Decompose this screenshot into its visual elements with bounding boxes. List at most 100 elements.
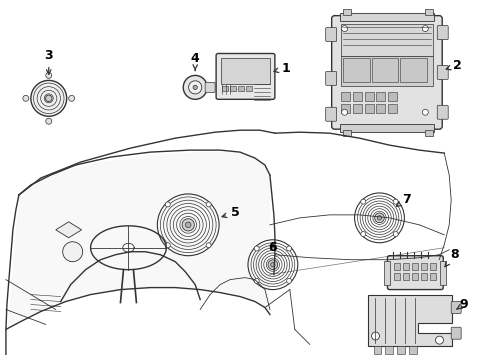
Circle shape — [185, 222, 191, 228]
Circle shape — [46, 72, 52, 78]
Bar — [343, 130, 350, 136]
FancyBboxPatch shape — [216, 54, 275, 99]
Bar — [340, 13, 434, 21]
Circle shape — [361, 231, 366, 237]
Bar — [340, 124, 434, 132]
FancyBboxPatch shape — [451, 302, 461, 314]
Bar — [386, 346, 393, 354]
Bar — [400, 58, 427, 82]
Circle shape — [206, 243, 211, 248]
Bar — [376, 104, 386, 113]
Bar — [421, 263, 427, 270]
FancyBboxPatch shape — [205, 82, 215, 92]
Circle shape — [287, 278, 292, 283]
Bar — [440, 261, 446, 285]
Bar — [373, 346, 382, 354]
Circle shape — [189, 81, 202, 94]
Bar — [413, 273, 418, 280]
Bar — [413, 263, 418, 270]
Circle shape — [165, 202, 171, 207]
Bar — [425, 9, 433, 15]
Circle shape — [183, 75, 207, 99]
Text: 4: 4 — [191, 52, 199, 71]
Text: 9: 9 — [457, 298, 468, 311]
Text: 6: 6 — [269, 241, 277, 254]
Circle shape — [361, 199, 366, 204]
Polygon shape — [368, 294, 452, 346]
Circle shape — [46, 118, 52, 124]
Circle shape — [371, 332, 379, 340]
Bar — [389, 104, 397, 113]
Bar — [353, 104, 362, 113]
Bar — [365, 92, 373, 101]
Bar — [246, 86, 252, 91]
Bar — [343, 9, 350, 15]
Circle shape — [422, 26, 428, 32]
Text: 7: 7 — [396, 193, 411, 206]
Circle shape — [342, 26, 347, 32]
Circle shape — [342, 109, 347, 115]
Bar — [425, 130, 433, 136]
Circle shape — [287, 246, 292, 251]
FancyBboxPatch shape — [437, 66, 448, 80]
Bar — [421, 273, 427, 280]
FancyBboxPatch shape — [388, 256, 443, 289]
FancyBboxPatch shape — [326, 107, 337, 121]
Bar — [371, 58, 398, 82]
Circle shape — [182, 219, 195, 231]
Bar — [343, 58, 369, 82]
Text: 5: 5 — [222, 206, 240, 219]
Circle shape — [377, 216, 382, 220]
Bar — [430, 273, 436, 280]
Bar — [397, 346, 405, 354]
FancyBboxPatch shape — [326, 28, 337, 41]
Bar — [221, 58, 270, 84]
FancyBboxPatch shape — [437, 26, 448, 40]
Bar — [222, 86, 228, 91]
Circle shape — [422, 109, 428, 115]
Circle shape — [254, 246, 259, 251]
Circle shape — [393, 199, 398, 204]
Circle shape — [193, 85, 197, 90]
FancyBboxPatch shape — [332, 15, 442, 129]
Circle shape — [268, 260, 278, 270]
Circle shape — [375, 213, 384, 223]
Circle shape — [393, 231, 398, 237]
Text: 1: 1 — [274, 62, 290, 75]
Circle shape — [23, 95, 29, 101]
FancyBboxPatch shape — [451, 327, 461, 339]
Circle shape — [436, 336, 443, 344]
FancyBboxPatch shape — [326, 71, 337, 85]
Bar — [353, 92, 362, 101]
Circle shape — [206, 202, 211, 207]
Text: 2: 2 — [446, 59, 462, 72]
Polygon shape — [6, 152, 270, 354]
Bar — [403, 273, 409, 280]
Bar — [341, 104, 349, 113]
Text: 8: 8 — [445, 248, 459, 267]
Bar — [394, 273, 400, 280]
Bar — [409, 346, 417, 354]
Text: 3: 3 — [45, 49, 53, 74]
Bar — [389, 92, 397, 101]
Bar — [376, 92, 386, 101]
Bar — [341, 56, 433, 86]
Circle shape — [254, 278, 259, 283]
Bar — [238, 86, 244, 91]
FancyBboxPatch shape — [437, 105, 448, 119]
Circle shape — [270, 262, 275, 267]
Bar — [341, 24, 433, 56]
Circle shape — [31, 80, 67, 116]
Bar — [230, 86, 236, 91]
Bar — [430, 263, 436, 270]
Bar — [403, 263, 409, 270]
Bar — [385, 261, 391, 285]
Bar — [365, 104, 373, 113]
Circle shape — [46, 95, 52, 102]
Polygon shape — [56, 222, 82, 238]
Circle shape — [165, 243, 171, 248]
Circle shape — [63, 242, 83, 262]
Circle shape — [69, 95, 74, 101]
Bar — [394, 263, 400, 270]
Bar — [341, 92, 349, 101]
